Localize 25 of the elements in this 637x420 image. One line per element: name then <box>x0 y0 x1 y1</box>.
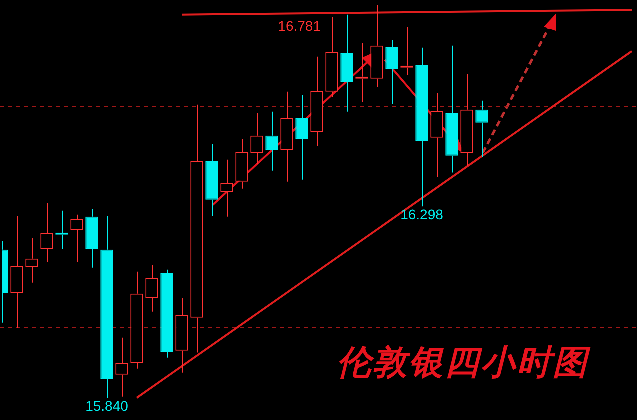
candlestick <box>100 216 114 398</box>
candlestick <box>86 208 98 268</box>
candlestick <box>146 264 158 312</box>
candlestick <box>340 14 354 112</box>
candlestick <box>370 4 384 88</box>
annotation: 15.840 <box>86 398 129 414</box>
candlestick <box>176 298 188 374</box>
candlestick <box>236 138 248 190</box>
candlestick <box>206 144 218 217</box>
text: 伦敦银四小时图 <box>337 344 589 384</box>
candlestick <box>160 269 174 358</box>
candlestick <box>386 39 398 105</box>
candlestick <box>280 91 294 182</box>
candlestick <box>130 271 144 370</box>
candlestick <box>190 104 204 354</box>
candlestick <box>296 94 308 180</box>
candlestick <box>460 74 474 167</box>
annotation: 16.298 <box>400 206 444 222</box>
candlestick <box>10 216 24 329</box>
annotation: 16.781 <box>278 18 322 34</box>
candlestick <box>416 47 428 208</box>
candlestick <box>446 45 458 174</box>
candlestick <box>310 56 324 147</box>
candlestick <box>326 16 338 98</box>
candlestick <box>430 92 444 178</box>
